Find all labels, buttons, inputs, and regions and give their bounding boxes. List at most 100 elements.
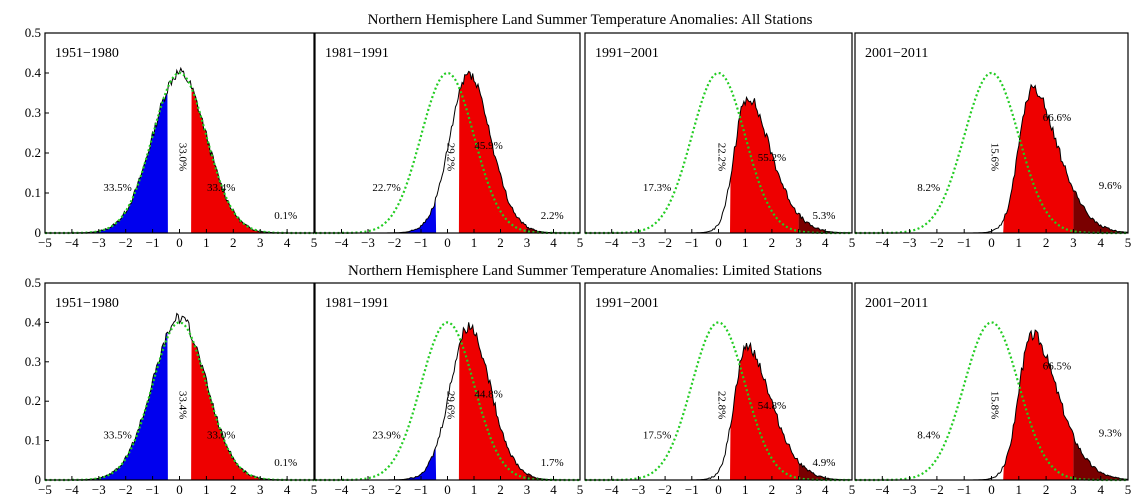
extreme-hot-area bbox=[798, 463, 852, 480]
pct-extreme-label: 0.1% bbox=[274, 210, 297, 222]
x-tick-label: 1 bbox=[471, 235, 478, 250]
x-tick-label: 4 bbox=[822, 482, 829, 497]
pct-hot-label: 66.6% bbox=[1043, 112, 1071, 124]
reference-normal-curve bbox=[45, 321, 314, 482]
x-tick-label: −1 bbox=[957, 482, 971, 497]
x-tick-label: 5 bbox=[1125, 235, 1132, 250]
period-label: 2001−2011 bbox=[865, 296, 928, 311]
period-label: 2001−2011 bbox=[865, 46, 928, 61]
x-tick-label: 2 bbox=[230, 235, 237, 250]
x-tick-label: 1 bbox=[742, 235, 749, 250]
pct-hot-label: 33.4% bbox=[207, 182, 235, 194]
x-tick-label: −1 bbox=[685, 235, 699, 250]
x-tick-label: −2 bbox=[930, 235, 944, 250]
pct-normal-label: 15.8% bbox=[989, 391, 1001, 419]
x-tick-label: 2 bbox=[769, 235, 776, 250]
x-tick-label: 4 bbox=[284, 235, 291, 250]
y-tick-label: 0.2 bbox=[25, 393, 41, 408]
x-tick-label: 1 bbox=[471, 482, 478, 497]
x-tick-label: 1 bbox=[203, 482, 210, 497]
hot-area bbox=[1003, 84, 1074, 234]
period-label: 1981−1991 bbox=[325, 46, 389, 61]
pct-hot-label: 54.8% bbox=[758, 400, 786, 412]
x-tick-label: 0 bbox=[715, 235, 722, 250]
hot-area bbox=[730, 343, 799, 480]
x-tick-label: 2 bbox=[230, 482, 237, 497]
x-tick-label: 4 bbox=[1097, 482, 1104, 497]
pct-extreme-label: 1.7% bbox=[541, 457, 564, 469]
x-tick-label: −3 bbox=[361, 482, 375, 497]
pct-cold-label: 33.5% bbox=[103, 430, 131, 442]
x-tick-label: 3 bbox=[795, 482, 802, 497]
pct-cold-label: 23.9% bbox=[372, 430, 400, 442]
x-tick-label: 5 bbox=[311, 482, 318, 497]
panel-frame bbox=[314, 282, 581, 481]
x-tick-label: 2 bbox=[1043, 235, 1050, 250]
x-tick-label: −4 bbox=[65, 235, 79, 250]
x-tick-label: −1 bbox=[146, 235, 160, 250]
x-tick-label: 2 bbox=[497, 235, 504, 250]
reference-normal-curve bbox=[855, 321, 1128, 482]
y-tick-label: 0.2 bbox=[25, 145, 41, 160]
x-tick-label: 3 bbox=[1070, 482, 1077, 497]
x-tick-label: 5 bbox=[849, 482, 856, 497]
pct-normal-label: 15.6% bbox=[989, 143, 1001, 171]
panel-0-3: −4 −3 −2 −1 0 1 2 3 4 5 2001−2011 8.2% 15.6% 66.6% 9.6… bbox=[854, 32, 1132, 250]
y-tick-label: 0.5 bbox=[25, 275, 41, 290]
period-label: 1991−2001 bbox=[595, 46, 659, 61]
reference-normal-curve bbox=[585, 71, 852, 235]
panel-0-2: −4 −3 −2 −1 0 1 2 3 4 5 1991−2001 17.3% 22.2% 55.2% 5.… bbox=[584, 32, 855, 250]
x-tick-label: 0 bbox=[715, 482, 722, 497]
x-tick-label: 0 bbox=[988, 482, 995, 497]
x-tick-label: −3 bbox=[631, 235, 645, 250]
period-label: 1991−2001 bbox=[595, 296, 659, 311]
x-tick-label: −4 bbox=[605, 482, 619, 497]
pct-cold-label: 8.2% bbox=[917, 182, 940, 194]
panel-frame bbox=[584, 32, 853, 234]
x-tick-label: 3 bbox=[795, 235, 802, 250]
panel-frame bbox=[44, 32, 315, 234]
x-tick-label: 0 bbox=[444, 482, 451, 497]
x-tick-label: −2 bbox=[119, 235, 133, 250]
x-tick-label: −5 bbox=[38, 235, 52, 250]
period-label: 1951−1980 bbox=[55, 296, 119, 311]
x-tick-label: −3 bbox=[903, 235, 917, 250]
reference-normal-curve bbox=[855, 71, 1128, 235]
pct-cold-label: 33.5% bbox=[103, 182, 131, 194]
x-tick-label: 4 bbox=[550, 482, 557, 497]
x-tick-label: −4 bbox=[875, 235, 889, 250]
pct-extreme-label: 9.3% bbox=[1099, 428, 1122, 440]
x-tick-label: 5 bbox=[311, 235, 318, 250]
pct-cold-label: 8.4% bbox=[917, 430, 940, 442]
pct-hot-label: 44.8% bbox=[474, 388, 502, 400]
pct-cold-label: 17.3% bbox=[643, 182, 671, 194]
panel-frame bbox=[854, 32, 1129, 234]
extreme-hot-area bbox=[1073, 190, 1128, 233]
pct-normal-label: 33.0% bbox=[177, 143, 189, 171]
panel-frame bbox=[854, 282, 1129, 481]
pct-extreme-label: 9.6% bbox=[1099, 180, 1122, 192]
extreme-hot-area bbox=[798, 213, 852, 233]
period-label: 1951−1980 bbox=[55, 46, 119, 61]
x-tick-label: 2 bbox=[497, 482, 504, 497]
x-tick-label: 0 bbox=[176, 235, 183, 250]
x-tick-label: −4 bbox=[65, 482, 79, 497]
pct-normal-label: 33.4% bbox=[177, 391, 189, 419]
period-label: 1981−1991 bbox=[325, 296, 389, 311]
x-tick-label: 1 bbox=[1016, 235, 1023, 250]
pct-hot-label: 33.0% bbox=[207, 430, 235, 442]
reference-normal-curve bbox=[315, 321, 580, 482]
x-tick-label: 5 bbox=[577, 235, 584, 250]
panel-1-2: −4 −3 −2 −1 0 1 2 3 4 5 1991−2001 17.5% 22.8% 54.8% 4.… bbox=[584, 282, 856, 497]
pct-normal-label: 22.8% bbox=[716, 391, 728, 419]
pct-extreme-label: 0.1% bbox=[274, 457, 297, 469]
x-tick-label: −2 bbox=[388, 482, 402, 497]
cold-area bbox=[315, 447, 437, 480]
x-tick-label: −4 bbox=[335, 235, 349, 250]
y-tick-label: 0.4 bbox=[25, 65, 42, 80]
x-tick-label: −1 bbox=[146, 482, 160, 497]
x-tick-label: 4 bbox=[822, 235, 829, 250]
pct-normal-label: 29.2% bbox=[445, 143, 457, 171]
cold-area bbox=[45, 93, 168, 233]
